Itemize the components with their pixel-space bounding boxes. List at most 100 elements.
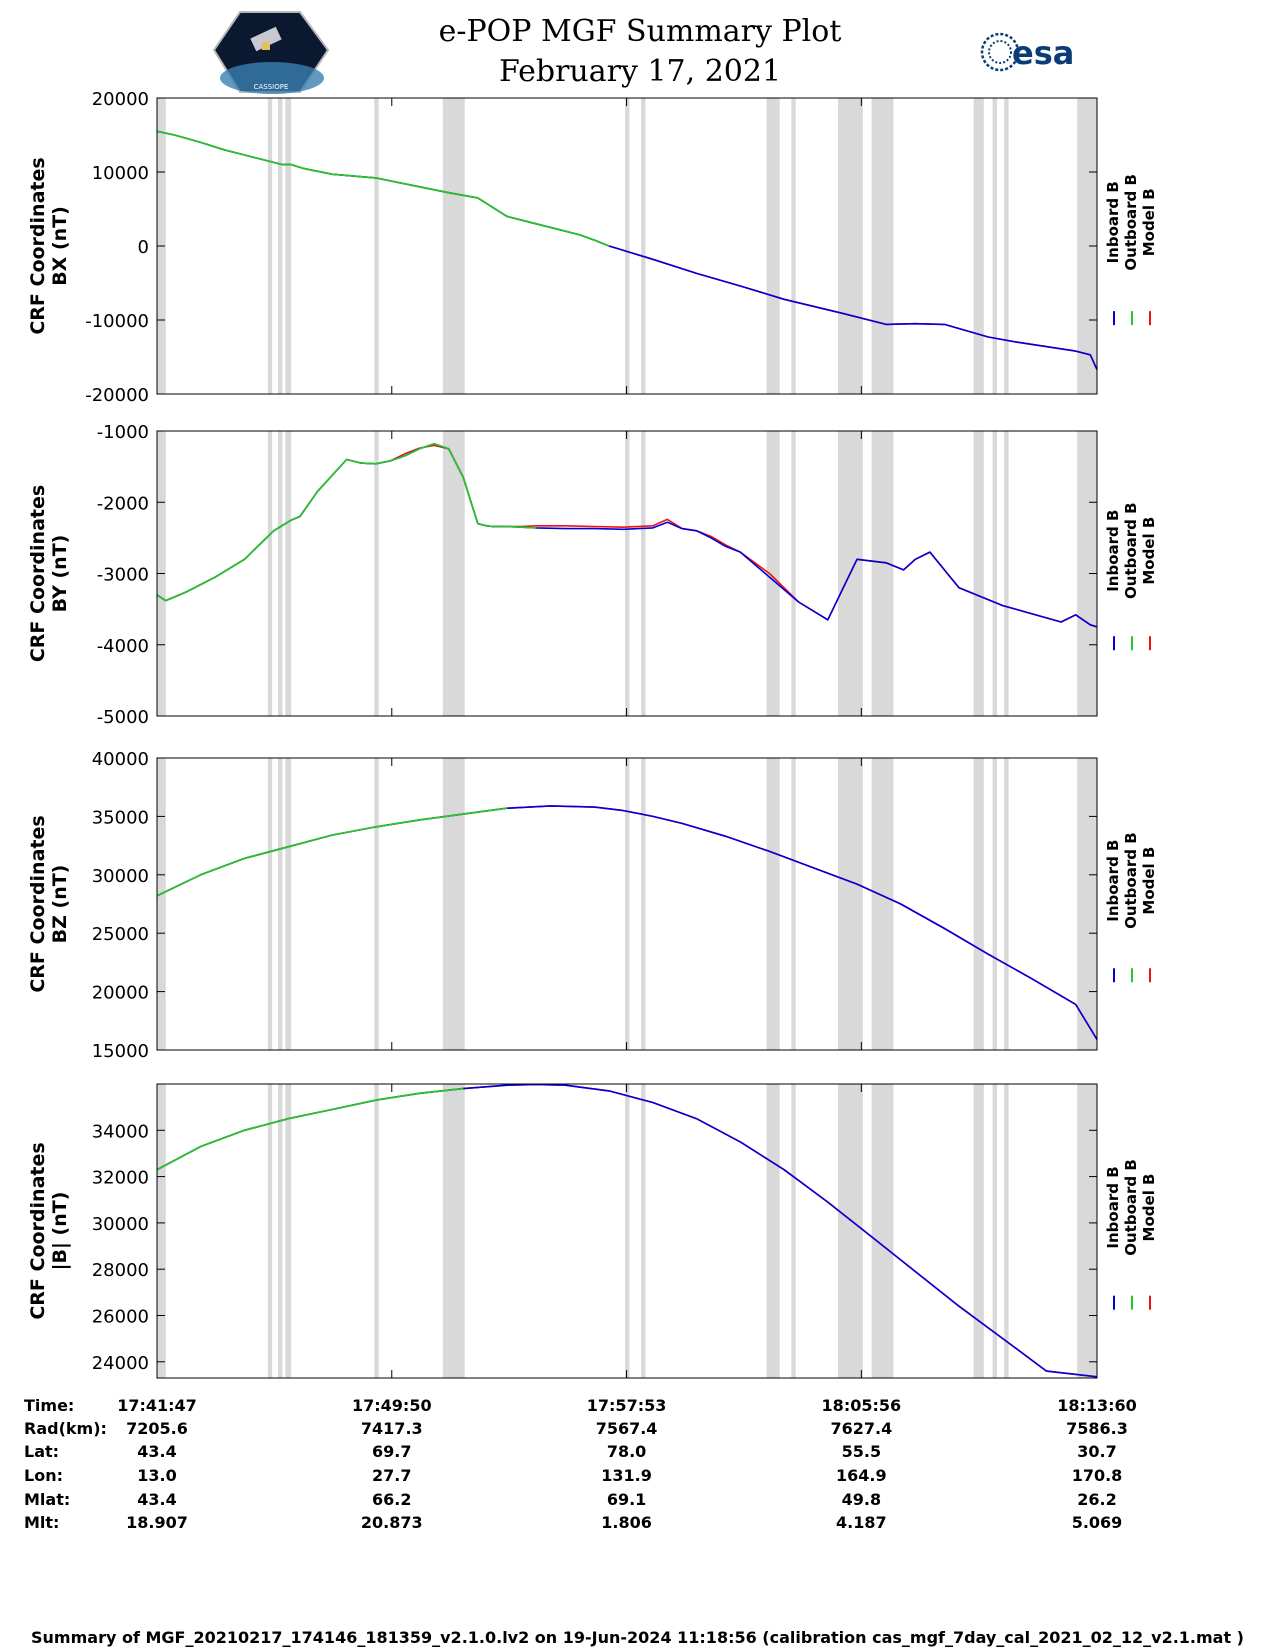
shaded-interval <box>871 431 894 716</box>
shaded-interval <box>625 1084 630 1378</box>
shaded-interval <box>157 1084 166 1378</box>
shaded-interval <box>278 758 283 1050</box>
series-line-outboard-b <box>156 807 508 897</box>
shaded-interval <box>625 98 630 394</box>
shaded-interval <box>992 758 997 1050</box>
legend-label: Model B <box>1140 847 1158 915</box>
shaded-interval <box>791 1084 796 1378</box>
legend-label: Inboard B <box>1104 840 1122 922</box>
ephemeris-value: 30.7 <box>1077 1442 1117 1461</box>
y-tick-label: 28000 <box>92 1260 149 1281</box>
shaded-interval <box>374 431 379 716</box>
panel-bz: 15000 20000 25000 30000 35000 40000 CRF Coordi… <box>27 749 1158 1062</box>
ephemeris-value: 43.4 <box>137 1442 177 1461</box>
shaded-interval <box>766 431 780 716</box>
y-tick-label: -1000 <box>97 422 149 443</box>
shaded-interval <box>285 431 292 716</box>
shaded-interval <box>1004 431 1009 716</box>
shaded-interval <box>278 431 283 716</box>
shaded-interval <box>442 1084 465 1378</box>
ephemeris-row-label: Time: <box>24 1396 75 1415</box>
ephemeris-row-label: Lon: <box>24 1466 63 1485</box>
shaded-interval <box>625 431 630 716</box>
shaded-interval <box>838 98 863 394</box>
shaded-interval <box>285 98 292 394</box>
plot-date: February 17, 2021 <box>498 54 782 89</box>
shaded-interval <box>973 1084 984 1378</box>
ephemeris-value: 49.8 <box>841 1490 882 1509</box>
y-axis-label-line2: |B| (nT) <box>49 1192 71 1271</box>
ephemeris-value: 18:05:56 <box>821 1396 902 1415</box>
ephemeris-value: 5.069 <box>1071 1513 1123 1532</box>
shaded-interval <box>442 431 465 716</box>
shaded-interval <box>285 1084 292 1378</box>
y-tick-label: 24000 <box>92 1353 149 1374</box>
y-tick-label: -3000 <box>97 565 149 586</box>
y-axis-label: CRF Coordinates BZ (nT) <box>27 815 71 992</box>
legend: Inboard B Outboard B Model B <box>1104 832 1158 983</box>
shaded-interval <box>267 1084 273 1378</box>
ephemeris-value: 131.9 <box>601 1466 652 1485</box>
shaded-interval <box>871 758 894 1050</box>
ephemeris-value: 20.873 <box>360 1513 423 1532</box>
ephemeris-value: 66.2 <box>372 1490 412 1509</box>
ephemeris-value: 17:49:50 <box>351 1396 432 1415</box>
legend-label: Model B <box>1140 1174 1158 1242</box>
panel-by: -5000 -4000 -3000 -2000 -1000 CRF Coordinates… <box>27 422 1158 728</box>
ephemeris-value: 78.0 <box>606 1442 647 1461</box>
ephemeris-value: 7205.6 <box>126 1419 188 1438</box>
shaded-interval <box>766 758 780 1050</box>
shaded-interval <box>766 98 780 394</box>
shaded-interval <box>641 758 646 1050</box>
shaded-interval <box>838 1084 863 1378</box>
y-tick-label: -10000 <box>85 311 149 332</box>
ephemeris-value: 7627.4 <box>830 1419 893 1438</box>
y-axis-label-line1: CRF Coordinates <box>27 157 49 334</box>
ephemeris-value: 7586.3 <box>1066 1419 1128 1438</box>
legend-label: Model B <box>1140 517 1158 585</box>
shaded-interval <box>625 758 630 1050</box>
shaded-interval <box>641 431 646 716</box>
ephemeris-value: 4.187 <box>836 1513 887 1532</box>
panel-bmag: 24000 26000 28000 30000 32000 34000 CRF Coordi… <box>27 1083 1158 1379</box>
legend-label: Outboard B <box>1122 174 1140 271</box>
y-axis-label: CRF Coordinates BY (nT) <box>27 485 71 662</box>
shaded-interval <box>992 1084 997 1378</box>
y-axis-label-line1: CRF Coordinates <box>27 1142 49 1319</box>
ephemeris-value: 13.0 <box>137 1466 177 1485</box>
shaded-interval <box>442 98 465 394</box>
shaded-interval <box>267 431 273 716</box>
y-tick-label: 26000 <box>92 1306 149 1327</box>
legend-label: Model B <box>1140 188 1158 256</box>
shaded-interval <box>1004 98 1009 394</box>
legend-label: Inboard B <box>1104 181 1122 263</box>
y-tick-label: 30000 <box>92 1214 149 1235</box>
y-tick-label: 35000 <box>92 807 149 828</box>
shaded-interval <box>267 758 273 1050</box>
y-axis-label-line1: CRF Coordinates <box>27 815 49 992</box>
esa-logo-text: esa <box>1012 34 1074 72</box>
ephemeris-value: 7417.3 <box>360 1419 423 1438</box>
y-tick-label: 32000 <box>92 1168 149 1189</box>
ephemeris-row-label: Rad(km): <box>24 1419 107 1438</box>
shaded-interval <box>791 431 796 716</box>
y-axis-label: CRF Coordinates BX (nT) <box>27 157 71 334</box>
ephemeris-value: 27.7 <box>372 1466 412 1485</box>
shaded-interval <box>973 758 984 1050</box>
ephemeris-row-label: Mlt: <box>24 1513 60 1532</box>
legend: Inboard B Outboard B Model B <box>1104 502 1158 651</box>
panel-bx: -20000 -10000 0 10000 20000 CRF Coordinates BX… <box>27 89 1158 406</box>
y-tick-label: 34000 <box>92 1121 149 1142</box>
y-axis-label-line2: BY (nT) <box>49 535 71 613</box>
y-tick-label: 15000 <box>92 1041 149 1062</box>
shaded-interval <box>374 1084 379 1378</box>
y-tick-label: -5000 <box>97 707 149 728</box>
shaded-interval <box>1077 1084 1097 1378</box>
shaded-interval <box>442 758 465 1050</box>
shaded-interval <box>278 1084 283 1378</box>
ephemeris-value: 69.1 <box>606 1490 647 1509</box>
y-axis-label-line2: BX (nT) <box>49 206 71 286</box>
shaded-interval <box>374 758 379 1050</box>
legend-label: Outboard B <box>1122 1159 1140 1256</box>
